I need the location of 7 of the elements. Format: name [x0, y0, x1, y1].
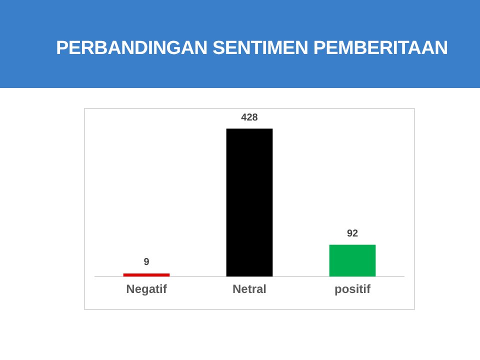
data-label: 92: [346, 228, 358, 240]
x-tick-label: Negatif: [126, 282, 168, 296]
data-label: 428: [241, 112, 258, 124]
x-tick-label: positif: [334, 282, 372, 296]
x-tick-label: Netral: [232, 282, 267, 296]
chart-title: PERBANDINGAN SENTIMEN PEMBERITAAN: [56, 38, 448, 60]
data-label: 9: [144, 257, 150, 268]
